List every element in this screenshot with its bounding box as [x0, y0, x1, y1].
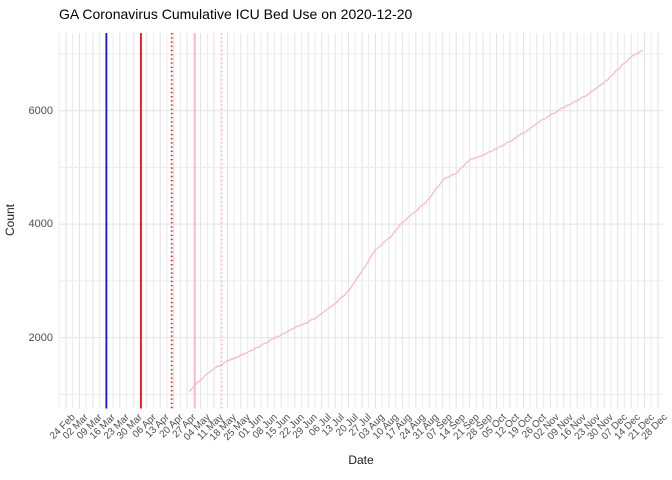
y-axis-title: Count: [3, 203, 17, 237]
series-line-cumulative-icu-bed-use: [188, 49, 643, 392]
y-tick-label: 6000: [28, 104, 53, 117]
y-tick-label: 2000: [28, 331, 53, 344]
y-tick-label: 4000: [28, 218, 53, 231]
x-axis-title: Date: [348, 453, 374, 467]
chart-title: GA Coronavirus Cumulative ICU Bed Use on…: [59, 6, 413, 22]
